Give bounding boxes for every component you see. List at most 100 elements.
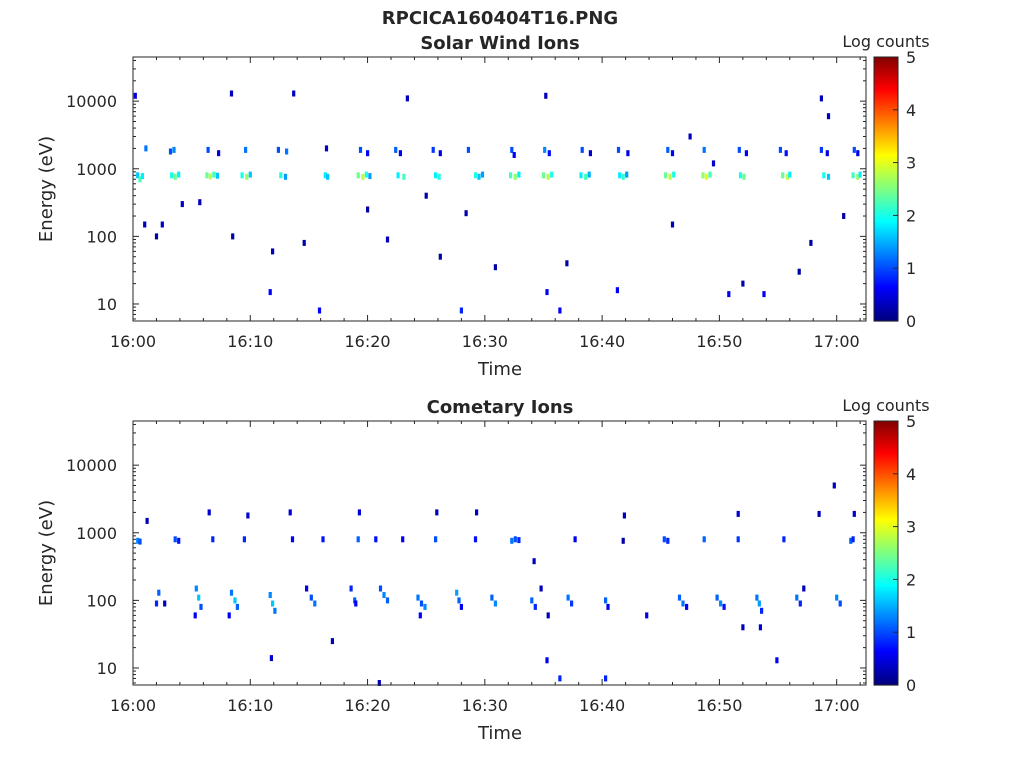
heatmap-cell [727, 291, 731, 298]
heatmap-cell [416, 594, 420, 601]
colorbar-segment [874, 601, 898, 605]
colorbar-segment [874, 542, 898, 545]
panel-solar-wind-ions: Solar Wind Ions 16:00 16:10 16:20 16:30 16:4… [36, 32, 930, 380]
heatmap-cell [305, 585, 309, 592]
heatmap-cell [719, 600, 723, 607]
heatmap-cell [736, 536, 740, 543]
heatmap-cell [455, 589, 459, 596]
figure-title: RPCICA160404T16.PNG [382, 8, 618, 29]
colorbar-segment [874, 537, 898, 541]
heatmap-cell [140, 173, 144, 180]
heatmap-cell [758, 624, 762, 631]
heatmap-cell [434, 172, 438, 179]
heatmap-cell [832, 482, 836, 489]
heatmap-cell [809, 239, 813, 246]
colorbar-segment [874, 109, 898, 113]
colorbar-segment [874, 241, 898, 245]
heatmap-cell [330, 638, 334, 645]
y-tick-label: 10 [97, 659, 117, 678]
colorbar-segment [874, 305, 898, 309]
heatmap-cell [366, 206, 370, 213]
heatmap-cell [558, 675, 562, 682]
heatmap-cell [547, 150, 551, 157]
colorbar-segment [874, 162, 898, 166]
colorbar-segment [874, 103, 898, 106]
heatmap-cell [374, 536, 378, 543]
colorbar-segment [874, 217, 898, 221]
y-tick-label: 10000 [66, 92, 117, 111]
colorbar-segment [874, 288, 898, 291]
colorbar-tick-label: 0 [906, 676, 916, 695]
panel-title: Cometary Ions [427, 397, 574, 418]
colorbar-segment [874, 74, 898, 78]
heatmap-cell [136, 172, 140, 179]
colorbar-segment [874, 553, 898, 556]
colorbar-segment [874, 107, 898, 111]
colorbar-segment [874, 57, 898, 60]
heatmap-cell [145, 517, 149, 524]
heatmap-cell [143, 221, 147, 228]
colorbar-segment [874, 136, 898, 139]
heatmap-cell [473, 536, 478, 543]
colorbar-segment [874, 608, 898, 611]
colorbar-segment [874, 506, 898, 510]
heatmap-cell [361, 173, 365, 180]
colorbar-segment [874, 63, 898, 67]
colorbar-segment [874, 674, 898, 677]
colorbar-segment [874, 605, 898, 609]
heatmap-cell [621, 537, 625, 544]
heatmap-cell [172, 146, 176, 153]
colorbar-segment [874, 654, 898, 657]
colorbar-segment [874, 588, 898, 591]
heatmap-cell [795, 594, 799, 601]
heatmap-cell [197, 594, 201, 601]
colorbar-tick-label: 5 [906, 412, 916, 431]
y-tick-label: 10 [97, 295, 117, 314]
y-axis-label: Energy (eV) [36, 500, 57, 606]
heatmap-cell [742, 173, 746, 180]
heatmap-cell [688, 133, 692, 140]
x-axis-label: Time [477, 359, 522, 380]
colorbar-segment [874, 623, 898, 627]
colorbar-segment [874, 213, 898, 216]
colorbar-segment [874, 252, 898, 256]
colorbar-segment [874, 665, 898, 668]
colorbar-segment [874, 175, 898, 179]
colorbar-segment [874, 667, 898, 671]
heatmap-cell [173, 173, 177, 180]
heatmap-cell [565, 260, 569, 267]
colorbar-segment [874, 473, 898, 477]
heatmap-cell [206, 146, 210, 153]
colorbar-segment [874, 94, 898, 98]
heatmap-cell [438, 253, 442, 260]
colorbar-segment [874, 202, 898, 205]
colorbar-segment [874, 652, 898, 655]
heatmap-cell [473, 172, 478, 179]
colorbar-segment [874, 98, 898, 102]
colorbar-segment [874, 283, 898, 287]
x-tick-label: 16:40 [579, 696, 625, 715]
heatmap-cell [205, 172, 209, 179]
heatmap-cell [541, 172, 546, 179]
colorbar-segment [874, 502, 898, 506]
colorbar-segment [874, 612, 898, 616]
colorbar-segment [874, 279, 898, 282]
colorbar-segment [874, 513, 898, 517]
colorbar-segment [874, 215, 898, 219]
colorbar-segment [874, 116, 898, 120]
colorbar: 0 1 2 3 4 5 [873, 412, 916, 695]
heatmap-cell [797, 268, 801, 275]
colorbar-segment [874, 678, 898, 682]
heatmap-cell [418, 612, 422, 619]
y-tick-label: 100 [86, 227, 117, 246]
colorbar-segment [874, 171, 898, 175]
colorbar-segment [874, 272, 898, 276]
x-ticks: 16:00 16:10 16:20 16:30 16:40 16:50 17:00 [110, 57, 861, 351]
heatmap-cell [852, 146, 856, 153]
colorbar-segment [874, 219, 898, 223]
colorbar-segment [874, 127, 898, 131]
colorbar-segment [874, 303, 898, 307]
colorbar-tick-label: 1 [906, 623, 916, 642]
heatmap-cell [662, 536, 666, 543]
colorbar-segment [874, 528, 898, 532]
